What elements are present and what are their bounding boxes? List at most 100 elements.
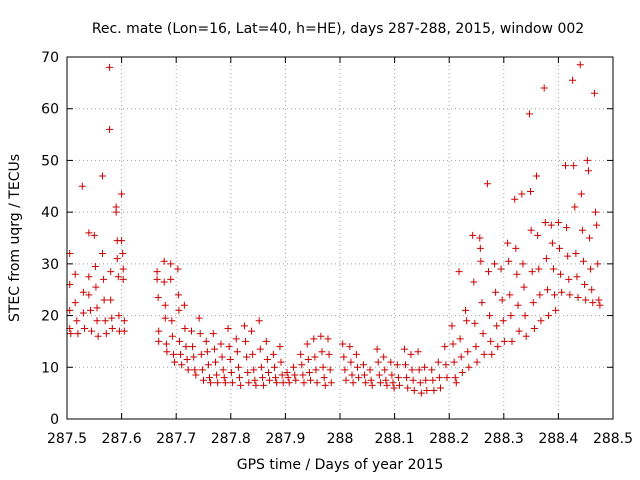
data-point <box>505 257 513 265</box>
data-point <box>93 317 101 325</box>
data-point <box>160 278 168 286</box>
data-point <box>313 379 321 387</box>
data-point <box>91 262 99 270</box>
data-point <box>300 379 308 387</box>
data-point <box>325 350 333 358</box>
data-point <box>554 218 562 226</box>
data-point <box>593 221 601 229</box>
data-point <box>407 350 415 358</box>
data-point <box>249 350 257 358</box>
data-point <box>171 358 179 366</box>
data-point <box>417 389 425 397</box>
data-point <box>339 340 347 348</box>
data-point <box>473 358 481 366</box>
data-point <box>106 63 114 71</box>
data-point <box>548 239 556 247</box>
data-point <box>200 376 207 384</box>
data-point <box>375 371 383 379</box>
data-point <box>100 275 108 283</box>
data-point <box>102 330 110 338</box>
data-point <box>90 231 98 239</box>
data-point <box>236 374 244 382</box>
data-point <box>227 368 235 376</box>
data-point <box>210 345 218 353</box>
y-tick-label: 30 <box>41 257 59 273</box>
data-point <box>421 363 429 371</box>
data-point <box>299 371 307 379</box>
data-point <box>242 337 250 345</box>
data-point <box>570 162 578 170</box>
x-tick-label: 288.4 <box>538 431 578 447</box>
data-point <box>441 343 449 351</box>
data-point <box>206 374 214 382</box>
data-point <box>277 358 285 366</box>
data-point <box>491 260 499 268</box>
data-point <box>581 281 589 289</box>
data-point <box>198 366 206 374</box>
data-point <box>520 283 528 291</box>
data-point <box>225 343 233 351</box>
data-point <box>355 374 363 382</box>
data-point <box>207 379 215 387</box>
data-point <box>214 379 222 387</box>
data-point <box>497 265 505 273</box>
data-point <box>402 361 410 369</box>
data-point <box>167 260 175 268</box>
data-point <box>234 363 242 371</box>
x-tick-label: 288 <box>327 431 354 447</box>
data-point <box>297 350 305 358</box>
data-point <box>88 327 96 335</box>
data-point <box>485 268 493 276</box>
data-point <box>590 89 598 97</box>
data-point <box>494 343 502 351</box>
data-point <box>362 379 370 387</box>
data-point <box>450 358 458 366</box>
data-point <box>465 363 473 371</box>
data-point <box>449 340 457 348</box>
data-point <box>388 371 396 379</box>
data-point <box>257 363 265 371</box>
data-point <box>455 268 463 276</box>
data-point <box>361 371 369 379</box>
data-point <box>310 335 318 343</box>
data-point <box>480 350 488 358</box>
data-point <box>276 343 284 351</box>
data-point <box>196 330 204 338</box>
data-point <box>577 190 585 198</box>
data-point <box>291 371 299 379</box>
data-point <box>541 218 549 226</box>
data-point <box>458 368 466 376</box>
data-point <box>589 299 597 307</box>
data-point <box>512 244 520 252</box>
data-point <box>264 368 272 376</box>
data-point <box>183 356 191 364</box>
data-point <box>187 327 195 335</box>
data-point <box>270 363 278 371</box>
data-point <box>527 226 535 234</box>
data-point <box>552 306 560 314</box>
data-point <box>479 330 487 338</box>
data-point <box>106 125 114 133</box>
data-point <box>174 265 182 273</box>
data-point <box>250 366 258 374</box>
data-point <box>487 337 495 345</box>
data-point <box>457 353 465 361</box>
data-point <box>71 299 79 307</box>
data-point <box>507 312 515 320</box>
data-point <box>73 317 81 325</box>
data-point <box>67 330 75 338</box>
data-point <box>163 348 171 356</box>
data-point <box>260 381 268 389</box>
data-point <box>100 296 108 304</box>
data-point <box>155 327 163 335</box>
data-point <box>119 275 127 283</box>
y-tick-label: 70 <box>41 50 59 66</box>
data-point <box>564 252 572 260</box>
data-point <box>574 293 582 301</box>
data-point <box>319 363 327 371</box>
data-point <box>434 358 442 366</box>
data-point <box>464 348 472 356</box>
data-point <box>181 325 189 332</box>
data-point <box>470 278 478 286</box>
data-point <box>93 304 101 312</box>
